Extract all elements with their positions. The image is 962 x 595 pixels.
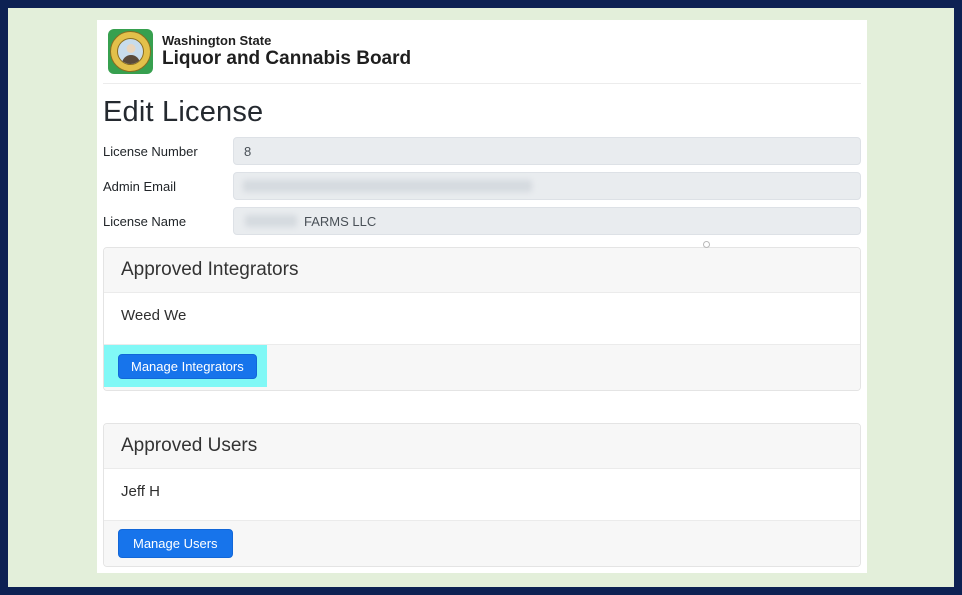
admin-email-label: Admin Email: [103, 178, 176, 194]
app-page: Washington State Liquor and Cannabis Boa…: [97, 20, 867, 573]
manage-users-button[interactable]: Manage Users: [118, 529, 233, 558]
approved-integrators-card: Approved Integrators Weed We Manage Inte…: [103, 247, 861, 391]
annotation-highlight-box: Manage Integrators: [104, 345, 267, 387]
brand-header: Washington State Liquor and Cannabis Boa…: [103, 20, 861, 84]
license-number-label: License Number: [103, 143, 198, 159]
license-name-field[interactable]: [233, 207, 861, 235]
admin-email-field[interactable]: [233, 172, 861, 200]
license-name-label: License Name: [103, 213, 187, 229]
org-name-line1: Washington State: [162, 33, 272, 49]
approved-integrators-header: Approved Integrators: [104, 248, 860, 293]
page-frame-background: Washington State Liquor and Cannabis Boa…: [8, 8, 954, 587]
brand-text: Washington State Liquor and Cannabis Boa…: [162, 33, 411, 69]
license-number-field[interactable]: [233, 137, 861, 165]
user-list: Jeff H: [104, 469, 860, 520]
resize-dot-marker: [703, 241, 710, 248]
form-row-license-number: License Number: [103, 137, 861, 165]
form-row-license-name: License Name: [103, 207, 861, 235]
edit-license-form: License Number Admin Email License Name: [103, 137, 861, 235]
manage-integrators-button[interactable]: Manage Integrators: [118, 354, 257, 379]
integrator-list: Weed We: [104, 293, 860, 344]
page-title: Edit License: [103, 96, 264, 128]
approved-integrators-footer: Manage Integrators: [104, 344, 860, 390]
washington-state-seal-icon: [108, 29, 153, 74]
approved-users-header: Approved Users: [104, 424, 860, 469]
approved-users-card: Approved Users Jeff H Manage Users: [103, 423, 861, 567]
org-name-line2: Liquor and Cannabis Board: [162, 47, 412, 69]
form-row-admin-email: Admin Email: [103, 172, 861, 200]
approved-users-footer: Manage Users: [104, 520, 860, 566]
list-item: Weed We: [121, 307, 187, 324]
list-item: Jeff H: [121, 483, 160, 500]
